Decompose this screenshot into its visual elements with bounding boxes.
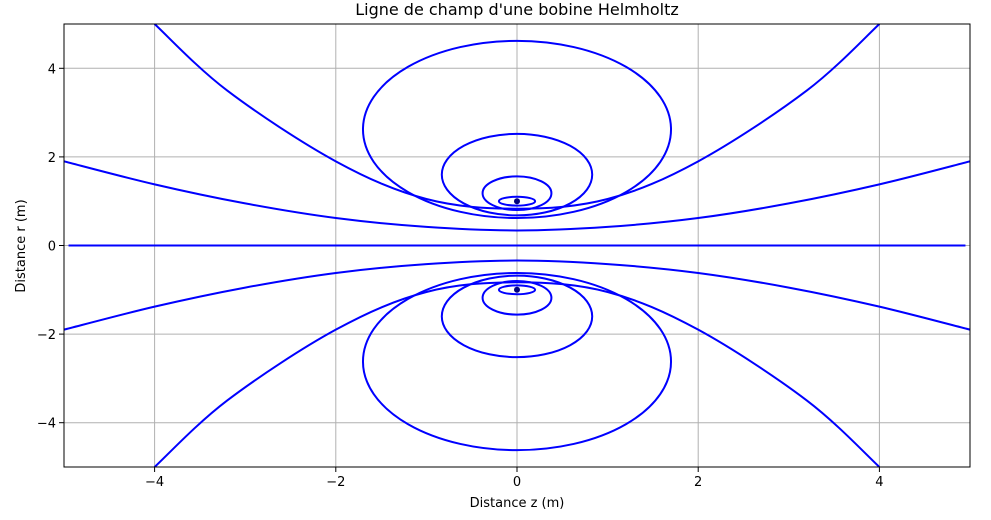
plot-area [64, 24, 970, 467]
field-line-loop [497, 284, 537, 296]
field-line-loop [361, 39, 673, 220]
x-tick-label: 0 [513, 475, 521, 490]
field-lines [64, 24, 970, 467]
coil-marker [514, 286, 520, 293]
field-line-loop [361, 271, 673, 452]
field-line-curve [153, 24, 881, 210]
y-axis-ticks: −4 −2 0 2 4 [37, 62, 64, 432]
x-tick-label: −2 [326, 475, 345, 490]
field-line-loop [440, 132, 594, 217]
y-tick-label: 4 [48, 62, 56, 77]
field-line-curve [64, 259, 970, 331]
y-tick-label: 2 [48, 151, 56, 166]
field-line-curve [64, 160, 970, 232]
field-line-loop [440, 274, 594, 359]
y-axis-label: Distance r (m) [14, 199, 29, 292]
field-line-loop [497, 195, 537, 207]
coil-marker [514, 198, 520, 205]
x-axis-ticks: −4 −2 0 2 4 [145, 467, 884, 490]
x-tick-label: 2 [694, 475, 702, 490]
chart-title: Ligne de champ d'une bobine Helmholtz [355, 0, 679, 19]
x-axis-label: Distance z (m) [470, 496, 565, 511]
y-tick-label: −2 [37, 328, 56, 343]
field-line-curve [153, 281, 881, 467]
x-tick-label: 4 [875, 475, 883, 490]
x-tick-label: −4 [145, 475, 164, 490]
y-tick-label: 0 [48, 240, 56, 255]
y-tick-label: −4 [37, 417, 56, 432]
field-line-loop [481, 175, 553, 212]
field-line-loop [481, 279, 553, 316]
